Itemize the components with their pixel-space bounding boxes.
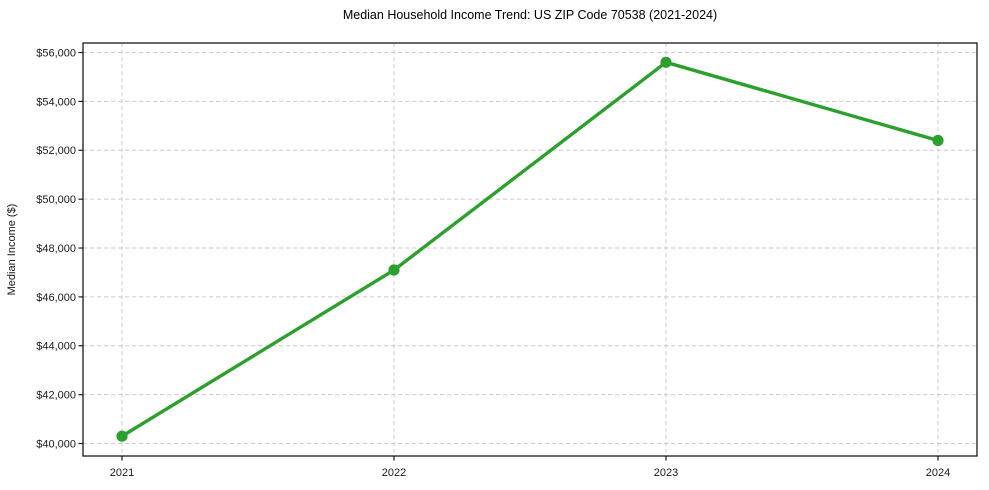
y-tick-label: $40,000 bbox=[36, 438, 76, 450]
plot-border bbox=[82, 42, 978, 457]
y-tick-label: $44,000 bbox=[36, 341, 76, 353]
x-tick-label: 2024 bbox=[926, 467, 950, 479]
axis-tick-layer bbox=[78, 51, 939, 461]
chart-title: Median Household Income Trend: US ZIP Co… bbox=[342, 8, 718, 22]
y-tick-label: $46,000 bbox=[36, 292, 76, 304]
trend-line bbox=[120, 60, 940, 438]
y-tick-label: $42,000 bbox=[36, 390, 76, 402]
y-tick-label: $50,000 bbox=[36, 194, 76, 206]
y-tick-label: $54,000 bbox=[36, 96, 76, 108]
axis-label-layer: $40,000 $42,000 $44,000 $46,000 $48,000 $50,0… bbox=[36, 47, 950, 479]
data-point bbox=[660, 56, 672, 68]
trend-line-layer bbox=[116, 56, 944, 442]
data-point bbox=[932, 134, 944, 147]
y-tick-label: $48,000 bbox=[36, 243, 76, 255]
grid-layer bbox=[83, 43, 977, 456]
x-tick-label: 2023 bbox=[654, 467, 678, 479]
data-point bbox=[116, 430, 128, 442]
x-tick-label: 2021 bbox=[110, 467, 134, 479]
y-tick-label: $52,000 bbox=[36, 145, 76, 157]
x-tick-label: 2022 bbox=[382, 467, 406, 479]
y-axis-label: Median Income ($) bbox=[6, 204, 18, 296]
plot-border-layer bbox=[82, 42, 978, 457]
data-point bbox=[388, 264, 400, 276]
y-tick-label: $56,000 bbox=[36, 47, 76, 59]
